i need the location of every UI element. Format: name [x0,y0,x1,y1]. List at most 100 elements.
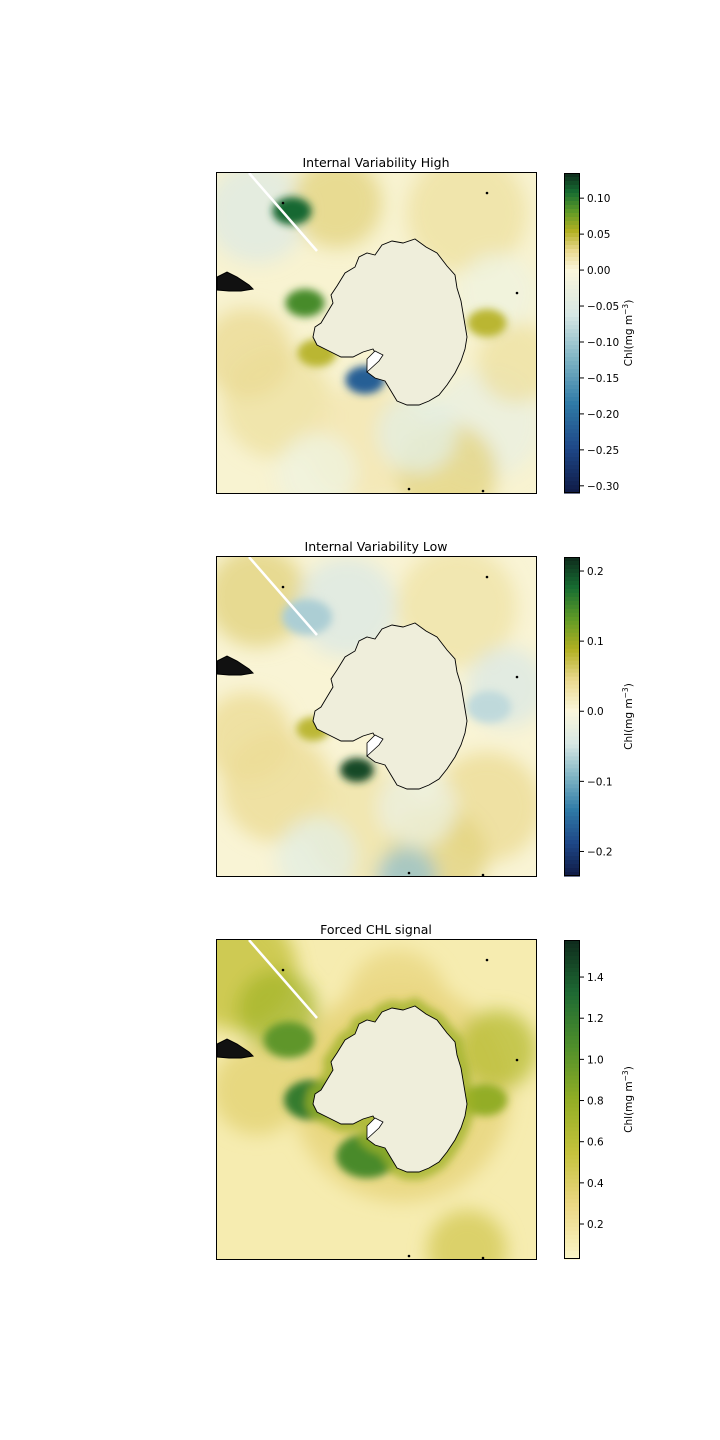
colorbar-segment [564,983,580,989]
colorbar-tick-label: −0.30 [587,481,619,493]
colorbar-segment [564,648,580,654]
colorbar-segment [564,305,580,310]
panel-internal-variability-low: Internal Variability Low 0.2 0.1 0.0 −0.1 −0… [216,539,635,877]
panel-title: Internal Variability High [302,155,449,170]
south-america-tip [217,655,255,676]
colorbar-segment [564,987,580,993]
colorbar-segment [564,229,580,234]
colorbar-segment [564,401,580,406]
ross-ice-shelf-gap [366,350,384,373]
colorbar-segment [564,1059,580,1065]
colorbar-segment [564,572,580,578]
colorbar-segment [564,628,580,634]
colorbar-segment [564,365,580,370]
colorbar-tick-label: −0.10 [587,337,619,349]
field-patch [427,1210,507,1259]
colorbar-label-exponent: −3 [621,1070,630,1081]
colorbar-segment [564,1247,580,1252]
colorbar-segment [564,836,580,841]
colorbar-segment [564,584,580,590]
colorbar-segment [564,1027,580,1033]
colorbar-segment [564,433,580,438]
colorbar-segment [564,557,580,562]
colorbar-segment [564,1087,580,1093]
colorbar-segment [564,353,580,358]
field-patch [217,692,292,782]
colorbar-segment [564,413,580,418]
colorbar-segment [564,844,580,849]
colorbar-segment [564,620,580,626]
colorbar-segment [564,241,580,246]
panel-forced-chl-signal: Forced CHL signal 1.4 1.2 1.0 0.8 0.6 0.4 0.2 C… [216,922,635,1260]
colorbar-segment [564,1011,580,1017]
colorbar-segment [564,1183,580,1188]
colorbar-segment [564,213,580,218]
colorbar-segment [564,1111,580,1117]
colorbar-segment [564,385,580,390]
colorbar-segment [564,760,580,765]
colorbar-segment [564,1083,580,1089]
colorbar-segment [564,265,580,270]
map-frame [216,556,537,877]
colorbar-segment [564,373,580,378]
colorbar-segment [564,197,580,202]
colorbar-segment [564,1251,580,1256]
field-patch [217,1045,302,1135]
colorbar-segment [564,1175,580,1180]
colorbar-segment [564,852,580,857]
field-patch [477,323,536,403]
colorbar-segment [564,1063,580,1069]
colorbar-segment [564,704,580,710]
colorbar-segment [564,864,580,869]
colorbar-segment [564,1091,580,1097]
colorbar-segment [564,1243,580,1248]
colorbar-segment [564,963,580,969]
colorbar-segment [564,1163,580,1168]
colorbar-segment [564,465,580,470]
colorbar-segment [564,1255,580,1260]
colorbar-segment [564,1235,580,1240]
colorbar-segment [564,361,580,366]
colorbar-segment [564,249,580,254]
colorbar-segment [564,1079,580,1085]
colorbar-segment [564,744,580,749]
colorbar-segment [564,652,580,658]
colorbar-segment [564,824,580,829]
colorbar-segment [564,289,580,294]
field-patch [377,847,437,876]
colorbar-segment [564,313,580,318]
colorbar-segment [564,596,580,602]
missing-data-streak [248,557,318,636]
antarctica-land [312,1005,468,1173]
island [485,191,489,195]
colorbar-segment [564,792,580,797]
colorbar-segment [564,237,580,242]
field-patch [292,173,382,248]
colorbar-segment [564,588,580,594]
colorbar-segment [564,1207,580,1212]
colorbar-segment [564,1147,580,1152]
colorbar-segment [564,357,580,362]
colorbar-segment [564,999,580,1005]
colorbar-segment [564,1167,580,1172]
map-plot [217,940,536,1259]
colorbar-segment [564,1095,580,1101]
colorbar-frame [564,557,580,876]
colorbar-tick-label: 0.05 [587,229,610,241]
colorbar-segment [564,664,580,670]
colorbar-segment [564,221,580,226]
colorbar-segment [564,955,580,961]
colorbar-label-text: Chl(mg m [623,698,635,749]
colorbar-segment [564,1031,580,1037]
anomaly-field [217,173,536,493]
colorbar-segment [564,285,580,290]
colorbar-segment [564,796,580,801]
colorbar-segment [564,485,580,490]
colorbar-segment [564,317,580,322]
colorbar-segment [564,1143,580,1148]
colorbar-segment [564,409,580,414]
colorbar-tick-label: 0.2 [587,1219,604,1231]
colorbar-label-close: ) [623,683,635,687]
island [485,958,489,962]
colorbar-segment [564,776,580,781]
